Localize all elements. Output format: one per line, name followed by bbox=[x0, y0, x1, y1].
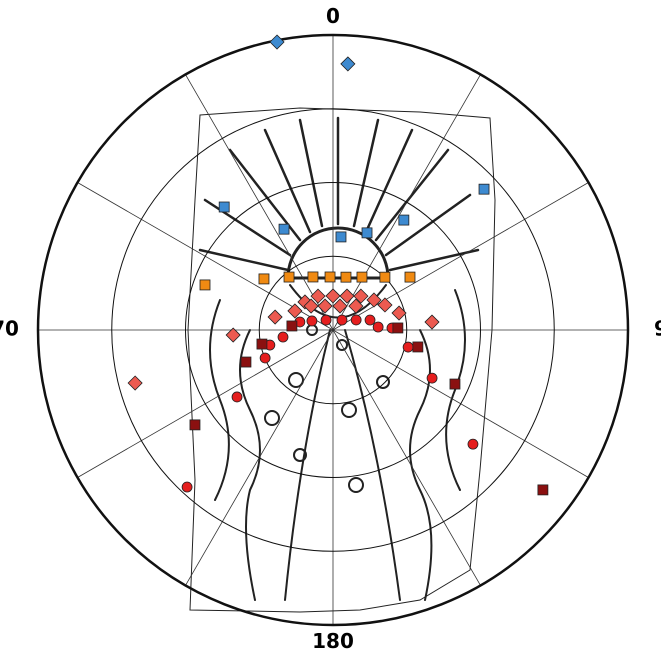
diamond-marker bbox=[339, 288, 355, 304]
square-marker bbox=[324, 271, 336, 283]
square-marker bbox=[340, 271, 352, 283]
markers bbox=[127, 34, 549, 496]
circle-marker bbox=[277, 331, 289, 343]
angle-label: 90 bbox=[654, 317, 661, 341]
diamond-marker bbox=[287, 303, 303, 319]
circle-marker bbox=[259, 352, 271, 364]
square-marker bbox=[286, 320, 298, 332]
circle-marker bbox=[402, 341, 414, 353]
circle-marker bbox=[231, 391, 243, 403]
polar-grid bbox=[36, 33, 630, 627]
square-marker bbox=[404, 271, 416, 283]
square-marker bbox=[335, 231, 347, 243]
circle-marker bbox=[181, 481, 193, 493]
rock-art-drawing bbox=[187, 107, 496, 613]
ring bbox=[258, 255, 408, 405]
diamond-marker bbox=[303, 298, 319, 314]
square-marker bbox=[256, 338, 268, 350]
circle-marker bbox=[426, 372, 438, 384]
square-marker bbox=[240, 356, 252, 368]
square-marker bbox=[278, 223, 290, 235]
diamond-marker bbox=[340, 56, 356, 72]
diamond-marker bbox=[317, 298, 333, 314]
diamond-marker bbox=[332, 298, 348, 314]
circle-marker bbox=[372, 321, 384, 333]
square-marker bbox=[356, 271, 368, 283]
square-marker bbox=[361, 227, 373, 239]
diamond-marker bbox=[325, 288, 341, 304]
square-marker bbox=[258, 273, 270, 285]
ring bbox=[111, 108, 555, 552]
diamond-marker bbox=[353, 288, 369, 304]
diamond-marker bbox=[366, 292, 382, 308]
circle-marker bbox=[320, 314, 332, 326]
diamond-marker bbox=[267, 309, 283, 325]
ring bbox=[185, 182, 481, 478]
diamond-marker bbox=[348, 298, 364, 314]
circle-marker bbox=[467, 438, 479, 450]
square-marker bbox=[449, 378, 461, 390]
circle-marker bbox=[350, 314, 362, 326]
angle-labels: 0 90 180 270 bbox=[0, 4, 661, 649]
square-marker bbox=[199, 279, 211, 291]
diamond-marker bbox=[269, 34, 285, 50]
square-marker bbox=[307, 271, 319, 283]
diamond-marker bbox=[424, 314, 440, 330]
square-marker bbox=[379, 271, 391, 283]
square-marker bbox=[218, 201, 230, 213]
diamond-marker bbox=[310, 288, 326, 304]
square-marker bbox=[537, 484, 549, 496]
square-marker bbox=[398, 214, 410, 226]
square-marker bbox=[189, 419, 201, 431]
square-marker bbox=[478, 183, 490, 195]
diamond-marker bbox=[225, 327, 241, 343]
angle-label: 270 bbox=[0, 317, 19, 341]
square-marker bbox=[283, 271, 295, 283]
ring bbox=[36, 33, 630, 627]
angle-label: 180 bbox=[312, 629, 354, 649]
circle-marker bbox=[364, 314, 376, 326]
diamond-marker bbox=[377, 297, 393, 313]
angle-label: 0 bbox=[326, 4, 340, 28]
circle-marker bbox=[306, 315, 318, 327]
diamond-marker bbox=[391, 305, 407, 321]
diamond-marker bbox=[127, 375, 143, 391]
square-marker bbox=[412, 341, 424, 353]
square-marker bbox=[392, 322, 404, 334]
circle-marker bbox=[336, 314, 348, 326]
